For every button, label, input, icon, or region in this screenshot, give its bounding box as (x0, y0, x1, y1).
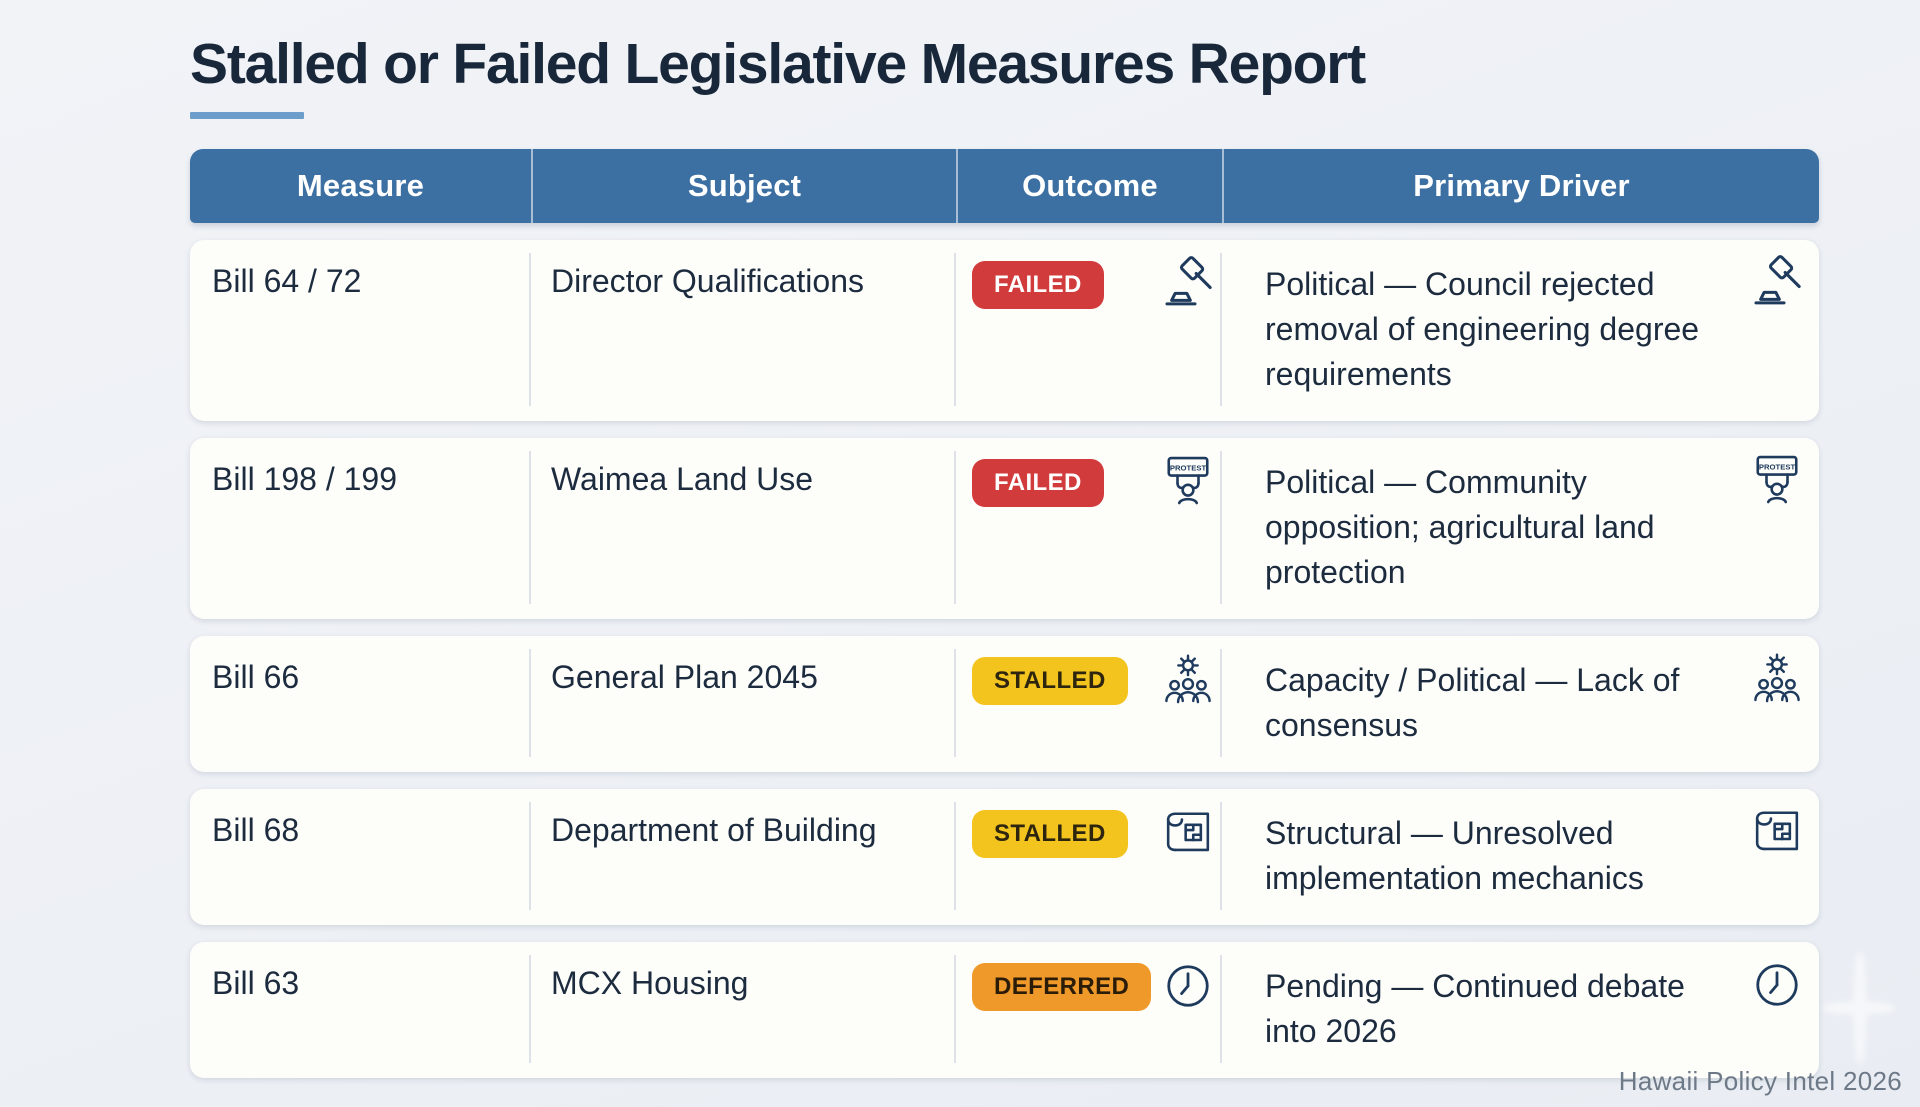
subject-label: Waimea Land Use (551, 461, 814, 497)
footer-branding: Hawaii Policy Intel 2026 (1618, 1066, 1902, 1096)
consensus-icon (1749, 651, 1805, 707)
driver-text: Structural — Unresolved implementation m… (1265, 815, 1644, 896)
outcome-badge: DEFERRED (972, 963, 1152, 1011)
outcome-cell: STALLED (956, 789, 1222, 925)
clock-icon (1160, 958, 1216, 1014)
outcome-cell: FAILED (956, 240, 1222, 421)
measure-cell: Bill 68 (190, 789, 531, 925)
outcome-badge: FAILED (972, 261, 1104, 309)
table-row: Bill 68 Department of Building STALLED S… (190, 789, 1819, 925)
protest-icon: PROTEST (1749, 453, 1805, 509)
column-header-primary-driver: Primary Driver (1222, 149, 1819, 223)
subject-label: Director Qualifications (551, 263, 864, 299)
primary-driver-cell: Political — Council rejected removal of … (1222, 240, 1819, 421)
subject-cell: Department of Building (531, 789, 956, 925)
measure-cell: Bill 64 / 72 (190, 240, 531, 421)
table-header-row: Measure Subject Outcome Primary Driver (190, 149, 1819, 223)
measure-cell: Bill 66 (190, 636, 531, 772)
outcome-badge: FAILED (972, 459, 1104, 507)
svg-text:PROTEST: PROTEST (1170, 463, 1207, 472)
page-title: Stalled or Failed Legislative Measures R… (190, 32, 1366, 96)
measure-cell: Bill 63 (190, 942, 531, 1078)
title-underline (190, 112, 304, 119)
outcome-cell: DEFERRED (956, 942, 1222, 1078)
table-row: Bill 66 General Plan 2045 STALLED Capaci… (190, 636, 1819, 772)
table-body: Bill 64 / 72 Director Qualifications FAI… (190, 240, 1819, 1078)
driver-text: Capacity / Political — Lack of consensus (1265, 662, 1680, 743)
measure-cell: Bill 198 / 199 (190, 438, 531, 619)
blueprint-icon (1749, 804, 1805, 860)
column-header-measure: Measure (296, 168, 425, 203)
subject-label: Department of Building (551, 812, 877, 848)
outcome-cell: FAILED PROTEST (956, 438, 1222, 619)
measures-table: Measure Subject Outcome Primary Driver B… (190, 149, 1819, 1078)
table-row: Bill 198 / 199 Waimea Land Use FAILED PR… (190, 438, 1819, 619)
measure-label: Bill 66 (212, 659, 300, 695)
outcome-cell: STALLED (956, 636, 1222, 772)
subject-cell: Director Qualifications (531, 240, 956, 421)
subject-label: MCX Housing (551, 965, 749, 1001)
blueprint-icon (1160, 805, 1216, 861)
subject-cell: MCX Housing (531, 942, 956, 1078)
measure-label: Bill 198 / 199 (212, 461, 398, 497)
primary-driver-cell: Pending — Continued debate into 2026 (1222, 942, 1819, 1078)
consensus-icon (1160, 652, 1216, 708)
clock-icon (1749, 957, 1805, 1013)
subject-label: General Plan 2045 (551, 659, 818, 695)
subject-cell: General Plan 2045 (531, 636, 956, 772)
primary-driver-cell: Political — Community opposition; agricu… (1222, 438, 1819, 619)
gavel-icon (1749, 255, 1805, 311)
column-header-subject: Subject (531, 149, 956, 223)
subject-cell: Waimea Land Use (531, 438, 956, 619)
measure-label: Bill 68 (212, 812, 300, 848)
gavel-icon (1160, 256, 1216, 312)
protest-icon: PROTEST (1160, 454, 1216, 510)
outcome-badge: STALLED (972, 810, 1128, 858)
sparkle-decoration (1824, 953, 1894, 1063)
driver-text: Political — Community opposition; agricu… (1265, 464, 1655, 590)
driver-text: Political — Council rejected removal of … (1265, 266, 1700, 392)
primary-driver-cell: Capacity / Political — Lack of consensus (1222, 636, 1819, 772)
table-row: Bill 63 MCX Housing DEFERRED Pending — C… (190, 942, 1819, 1078)
measure-label: Bill 64 / 72 (212, 263, 362, 299)
svg-text:PROTEST: PROTEST (1759, 462, 1796, 471)
column-header-outcome: Outcome (956, 149, 1222, 223)
table-row: Bill 64 / 72 Director Qualifications FAI… (190, 240, 1819, 421)
outcome-badge: STALLED (972, 657, 1128, 705)
measure-label: Bill 63 (212, 965, 300, 1001)
report-content: Stalled or Failed Legislative Measures R… (190, 33, 1819, 1078)
driver-text: Pending — Continued debate into 2026 (1265, 968, 1685, 1049)
primary-driver-cell: Structural — Unresolved implementation m… (1222, 789, 1819, 925)
